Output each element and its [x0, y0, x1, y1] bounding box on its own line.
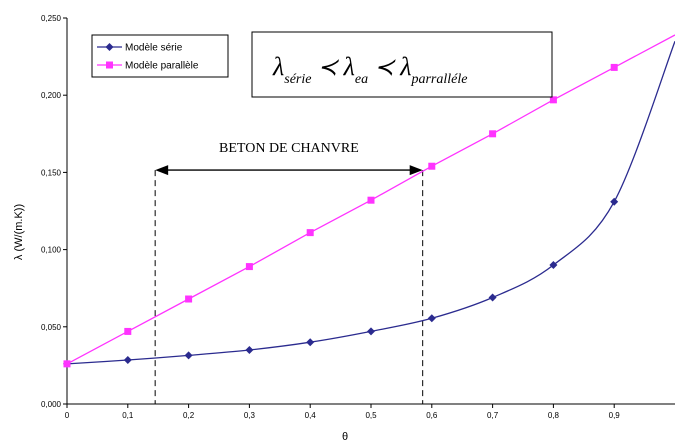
data-point-serie	[367, 327, 375, 336]
x-tick-label: 0,4	[305, 411, 317, 420]
formula-lambda: λ	[399, 52, 411, 81]
legend-box	[91, 34, 229, 78]
data-point-parallele	[610, 63, 618, 71]
data-point-parallele	[185, 295, 193, 303]
x-axis-label: θ	[342, 431, 348, 441]
legend-label: Modèle parallèle	[125, 61, 199, 72]
legend: Modèle série Modèle parallèle	[91, 34, 229, 78]
range-arrow-left-head	[155, 165, 169, 176]
axes: 0,000 0,050 0,100 0,150 0,200 0,250 0 0,1 0,2 0,3…	[41, 14, 675, 420]
x-tick-label: 0,9	[609, 411, 621, 420]
data-point-serie	[245, 345, 254, 354]
data-point-parallele	[63, 360, 71, 368]
y-tick-label: 0,150	[41, 168, 62, 177]
data-point-serie	[488, 293, 497, 302]
data-point-serie	[549, 261, 558, 270]
data-point-serie	[184, 351, 193, 360]
series-group	[63, 34, 675, 368]
data-point-parallele	[306, 229, 314, 237]
formula-subscript: série	[284, 72, 311, 87]
formula-lambda: λ	[343, 52, 355, 81]
data-point-serie	[427, 314, 436, 323]
range-label: BETON DE CHANVRE	[219, 141, 359, 156]
series-line-serie	[66, 40, 675, 365]
legend-label: Modèle série	[125, 43, 183, 54]
annotations: BETON DE CHANVRE	[154, 141, 424, 404]
data-point-serie	[123, 355, 132, 364]
data-point-parallele	[428, 162, 436, 170]
x-tick-label: 0,2	[183, 411, 195, 420]
x-tick-label: 0,5	[365, 411, 377, 420]
y-tick-label: 0,250	[41, 14, 62, 23]
formula-subscript: parralléle	[410, 72, 467, 87]
data-point-parallele	[489, 130, 497, 138]
x-tick-label: 0,3	[244, 411, 256, 420]
range-arrow-right-head	[409, 165, 423, 176]
y-tick-label: 0,200	[41, 91, 62, 100]
data-point-serie	[610, 197, 619, 206]
x-tick-label: 0	[65, 411, 70, 420]
formula-frame	[251, 31, 553, 98]
data-point-parallele	[124, 327, 132, 335]
x-tick-label: 0,8	[548, 411, 560, 420]
y-tick-label: 0,100	[41, 246, 62, 255]
y-tick-label: 0,050	[41, 323, 62, 332]
data-point-parallele	[549, 96, 557, 104]
data-point-parallele	[245, 263, 253, 271]
x-tick-label: 0,1	[122, 411, 134, 420]
formula-text: λsérie ≺ λea ≺ λparralléle	[272, 52, 467, 87]
data-point-parallele	[367, 196, 375, 204]
x-tick-label: 0,6	[426, 411, 438, 420]
x-tick-label: 0,7	[487, 411, 499, 420]
y-axis-label: λ (W/(m.K))	[13, 204, 25, 260]
formula-relation: ≺	[368, 55, 400, 81]
data-point-serie	[306, 338, 315, 347]
legend-marker	[106, 61, 113, 69]
formula-subscript: ea	[355, 72, 368, 87]
legend-marker	[105, 43, 114, 51]
formula-box: λsérie ≺ λea ≺ λparralléle	[251, 31, 553, 98]
formula-relation: ≺	[311, 55, 343, 81]
y-tick-label: 0,000	[41, 400, 62, 409]
formula-lambda: λ	[272, 52, 284, 81]
